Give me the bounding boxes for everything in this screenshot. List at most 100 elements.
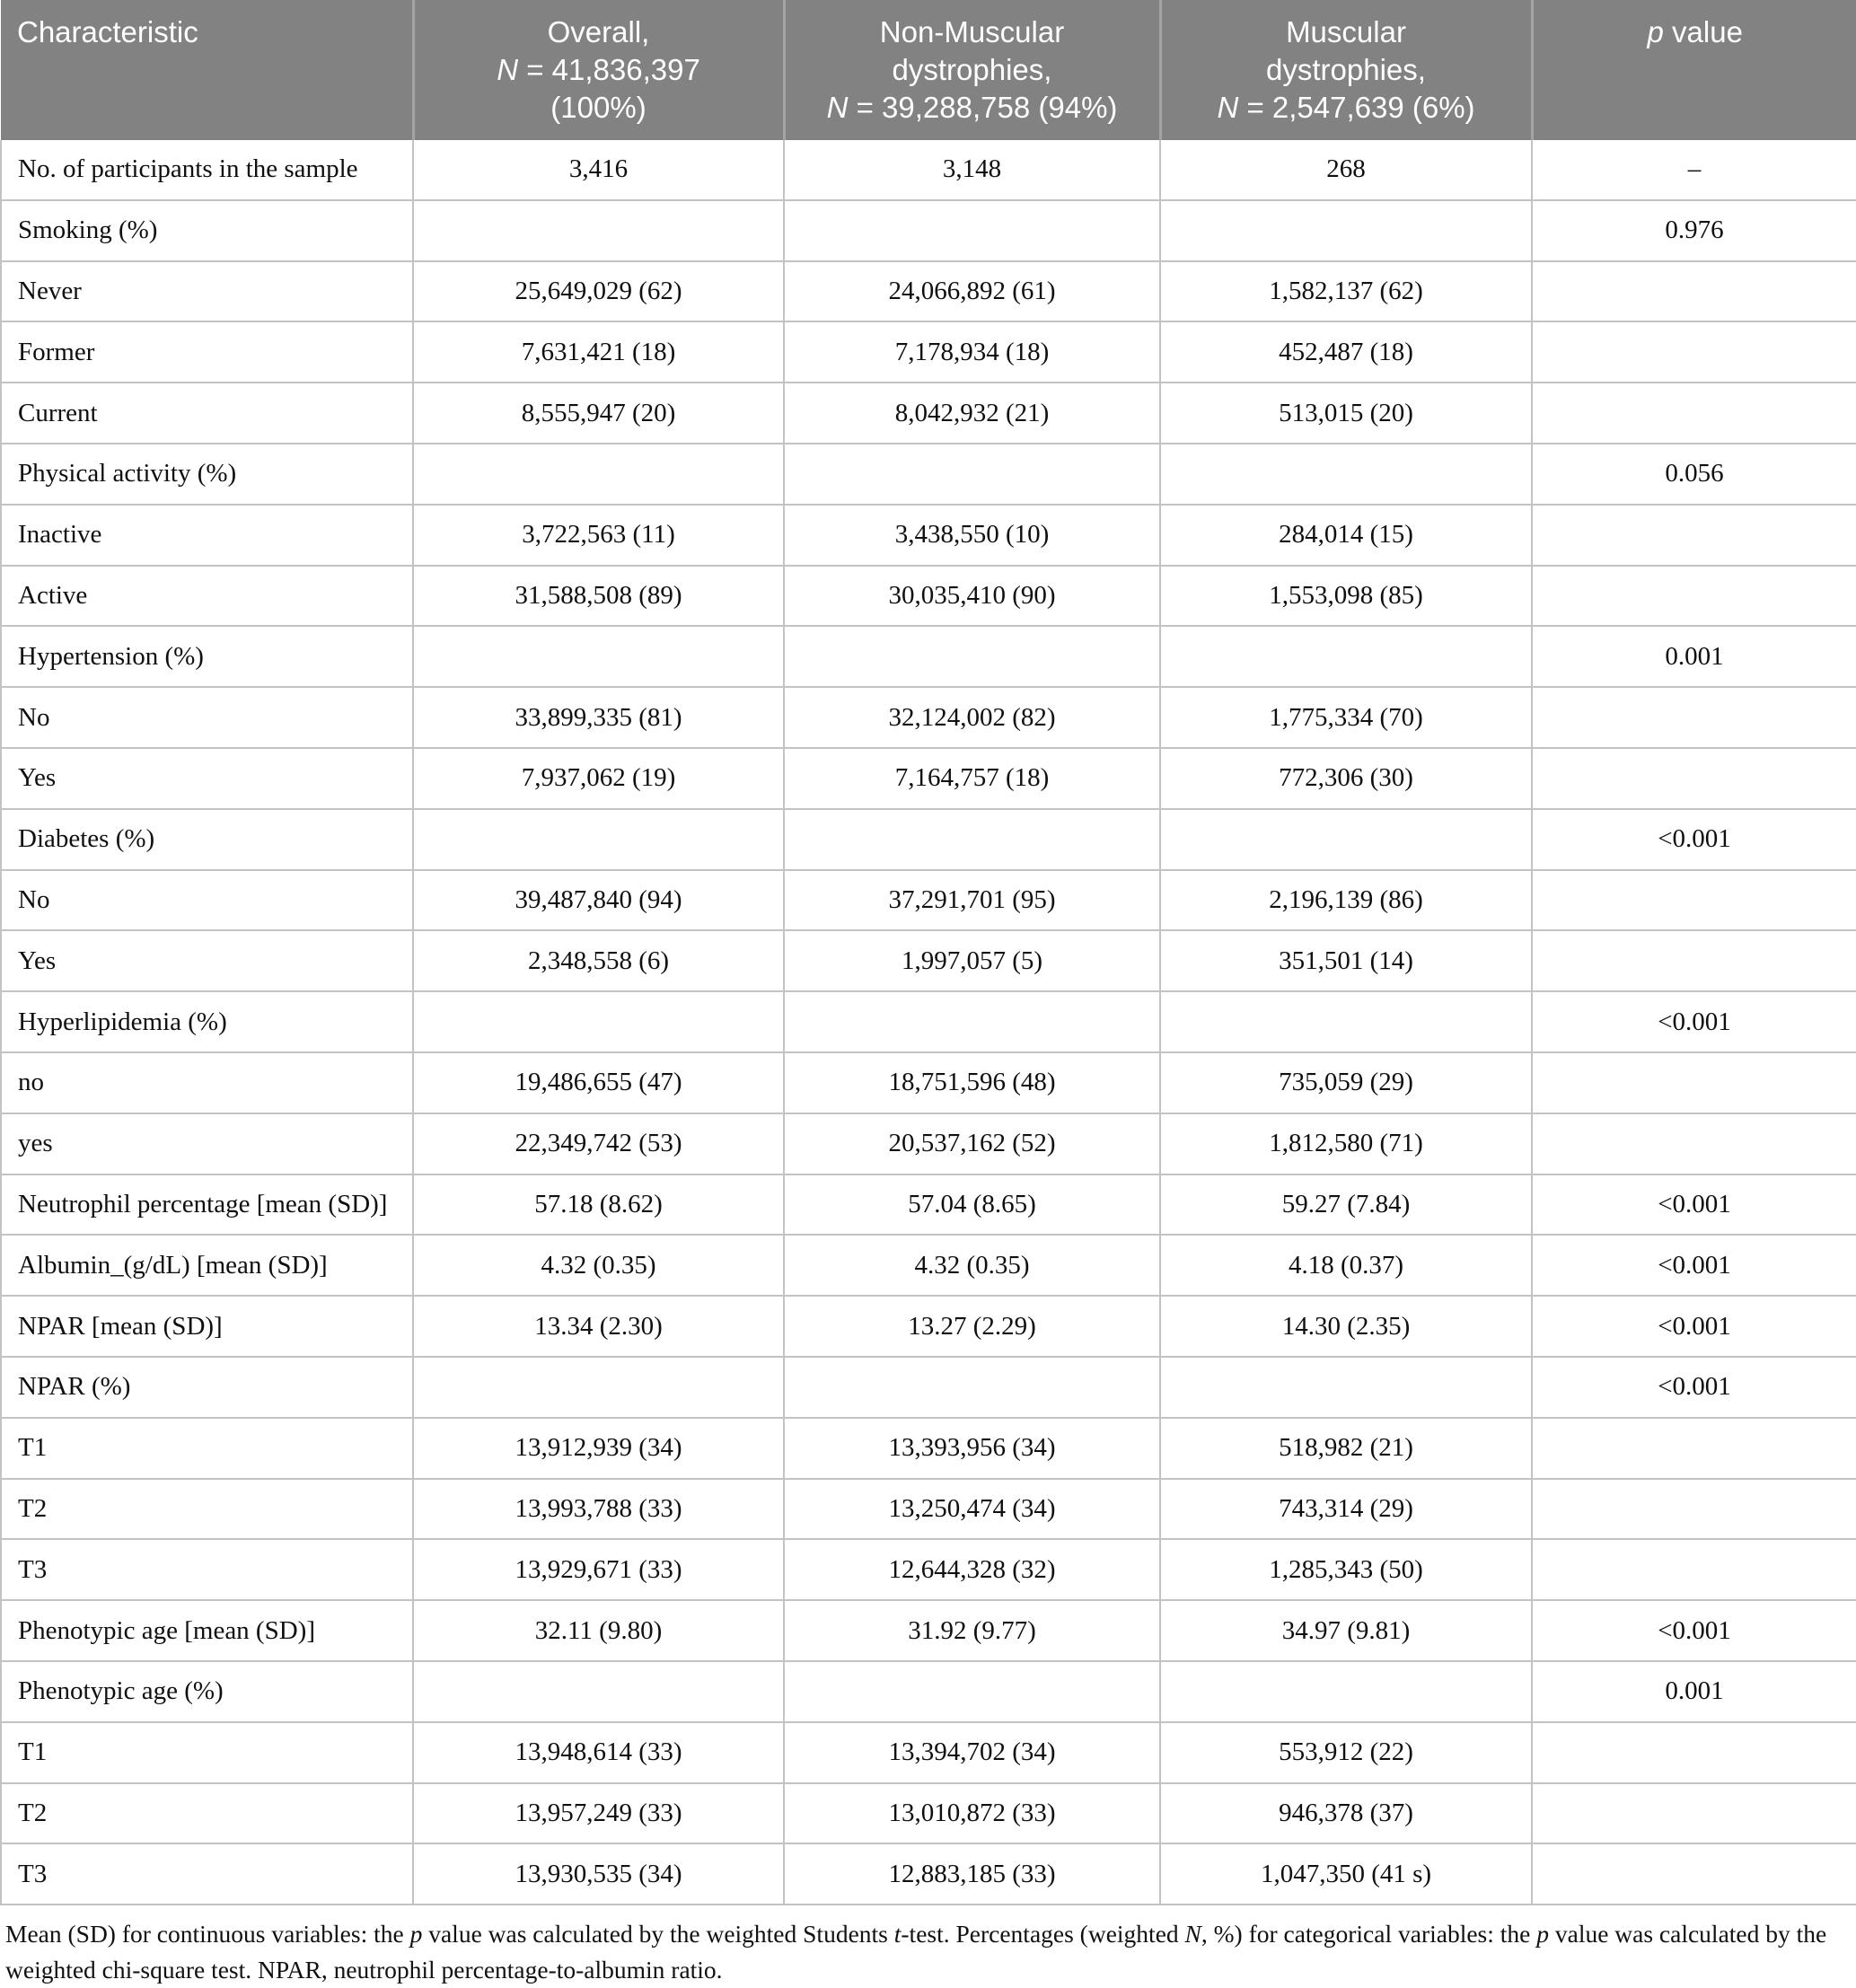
table-row: NPAR [mean (SD)] 13.34 (2.30) 13.27 (2.2… <box>0 1295 1856 1358</box>
cell-non-muscular: 7,164,757 (18) <box>783 746 1161 810</box>
row-label: Hypertension (%) <box>0 625 414 689</box>
row-label: Yes <box>0 929 414 993</box>
cell-non-muscular: 37,291,701 (95) <box>783 868 1161 932</box>
table-row: Neutrophil percentage [mean (SD)] 57.18 … <box>0 1173 1856 1236</box>
table-row: No 39,487,840 (94) 37,291,701 (95) 2,196… <box>0 868 1856 932</box>
table-row: Never 25,649,029 (62) 24,066,892 (61) 1,… <box>0 259 1856 323</box>
cell-non-muscular: 20,537,162 (52) <box>783 1112 1161 1175</box>
cell-non-muscular: 30,035,410 (90) <box>783 564 1161 628</box>
cell-overall: 25,649,029 (62) <box>412 259 785 323</box>
cell-muscular <box>1159 198 1533 262</box>
cell-overall <box>412 1659 785 1723</box>
table-row: Current 8,555,947 (20) 8,042,932 (21) 51… <box>0 382 1856 444</box>
cell-muscular: 34.97 (9.81) <box>1159 1599 1533 1662</box>
cell-non-muscular: 13,250,474 (34) <box>783 1477 1161 1541</box>
table-row: No 33,899,335 (81) 32,124,002 (82) 1,775… <box>0 686 1856 749</box>
header-p-value: p value <box>1530 0 1856 140</box>
row-label: No. of participants in the sample <box>0 140 414 201</box>
row-label: Physical activity (%) <box>0 442 414 506</box>
cell-muscular: 1,582,137 (62) <box>1159 259 1533 323</box>
cell-p-value <box>1531 564 1856 628</box>
cell-non-muscular: 8,042,932 (21) <box>783 382 1161 444</box>
cell-muscular: 1,553,098 (85) <box>1159 564 1533 628</box>
cell-p-value <box>1531 503 1856 567</box>
cell-overall: 3,416 <box>412 140 785 201</box>
cell-non-muscular <box>783 442 1161 506</box>
cell-overall: 13,929,671 (33) <box>412 1538 785 1602</box>
cell-p-value: <0.001 <box>1531 1234 1856 1297</box>
cell-non-muscular: 13,010,872 (33) <box>783 1781 1161 1845</box>
header-characteristic: Characteristic <box>1 0 413 140</box>
row-label: NPAR (%) <box>0 1355 414 1419</box>
cell-muscular <box>1159 625 1533 689</box>
cell-p-value <box>1531 1781 1856 1845</box>
cell-muscular: 518,982 (21) <box>1159 1416 1533 1480</box>
cell-overall: 13,957,249 (33) <box>412 1781 785 1845</box>
cell-non-muscular <box>783 1355 1161 1419</box>
cell-p-value <box>1531 382 1856 444</box>
cell-p-value: <0.001 <box>1531 1599 1856 1662</box>
row-label: Never <box>0 259 414 323</box>
cell-overall: 39,487,840 (94) <box>412 868 785 932</box>
cell-muscular: 1,812,580 (71) <box>1159 1112 1533 1175</box>
row-label: Current <box>0 382 414 444</box>
cell-overall: 4.32 (0.35) <box>412 1234 785 1297</box>
cell-non-muscular: 12,883,185 (33) <box>783 1843 1161 1906</box>
cell-non-muscular <box>783 625 1161 689</box>
table-header: Characteristic Overall, N = 41,836,397 (10… <box>1 0 1856 140</box>
row-label: yes <box>0 1112 414 1175</box>
cell-non-muscular <box>783 807 1161 871</box>
row-label: T1 <box>0 1416 414 1480</box>
cell-p-value: 0.056 <box>1531 442 1856 506</box>
cell-muscular: 351,501 (14) <box>1159 929 1533 993</box>
table-footnote: Mean (SD) for continuous variables: the … <box>5 1920 1827 1984</box>
cell-p-value: 0.001 <box>1531 625 1856 689</box>
table-row: Smoking (%) 0.976 <box>0 198 1856 262</box>
row-label: Active <box>0 564 414 628</box>
cell-p-value: – <box>1531 140 1856 201</box>
cell-non-muscular: 13.27 (2.29) <box>783 1295 1161 1358</box>
row-label: Inactive <box>0 503 414 567</box>
cell-overall: 3,722,563 (11) <box>412 503 785 567</box>
table-row: Active 31,588,508 (89) 30,035,410 (90) 1… <box>0 564 1856 628</box>
table-row: T3 13,930,535 (34) 12,883,185 (33) 1,047… <box>0 1843 1856 1906</box>
cell-muscular: 284,014 (15) <box>1159 503 1533 567</box>
cell-muscular: 2,196,139 (86) <box>1159 868 1533 932</box>
cell-non-muscular: 24,066,892 (61) <box>783 259 1161 323</box>
cell-overall: 13.34 (2.30) <box>412 1295 785 1358</box>
cell-muscular <box>1159 1659 1533 1723</box>
cell-overall: 19,486,655 (47) <box>412 1051 785 1114</box>
cell-p-value <box>1531 321 1856 384</box>
cell-p-value: <0.001 <box>1531 807 1856 871</box>
cell-muscular: 553,912 (22) <box>1159 1720 1533 1784</box>
row-label: Neutrophil percentage [mean (SD)] <box>0 1173 414 1236</box>
cell-muscular: 14.30 (2.35) <box>1159 1295 1533 1358</box>
cell-muscular <box>1159 442 1533 506</box>
cell-overall <box>412 625 785 689</box>
cell-non-muscular: 4.32 (0.35) <box>783 1234 1161 1297</box>
cell-overall: 13,912,939 (34) <box>412 1416 785 1480</box>
cell-muscular: 452,487 (18) <box>1159 321 1533 384</box>
row-label: T3 <box>0 1538 414 1602</box>
cell-overall: 22,349,742 (53) <box>412 1112 785 1175</box>
row-label: T1 <box>0 1720 414 1784</box>
cell-p-value <box>1531 1538 1856 1602</box>
row-label: NPAR [mean (SD)] <box>0 1295 414 1358</box>
cell-overall: 31,588,508 (89) <box>412 564 785 628</box>
cell-non-muscular: 7,178,934 (18) <box>783 321 1161 384</box>
cell-p-value <box>1531 1843 1856 1906</box>
table-row: Yes 2,348,558 (6) 1,997,057 (5) 351,501 … <box>0 929 1856 993</box>
cell-p-value: <0.001 <box>1531 1295 1856 1358</box>
table-row: Hyperlipidemia (%) <0.001 <box>0 990 1856 1053</box>
cell-p-value <box>1531 868 1856 932</box>
table-row: Albumin_(g/dL) [mean (SD)] 4.32 (0.35) 4… <box>0 1234 1856 1297</box>
cell-non-muscular: 32,124,002 (82) <box>783 686 1161 749</box>
table-row: yes 22,349,742 (53) 20,537,162 (52) 1,81… <box>0 1112 1856 1175</box>
cell-muscular: 1,775,334 (70) <box>1159 686 1533 749</box>
row-label: Former <box>0 321 414 384</box>
cell-overall: 7,631,421 (18) <box>412 321 785 384</box>
row-label: T3 <box>0 1843 414 1906</box>
cell-non-muscular: 3,438,550 (10) <box>783 503 1161 567</box>
cell-overall <box>412 198 785 262</box>
row-label: T2 <box>0 1477 414 1541</box>
